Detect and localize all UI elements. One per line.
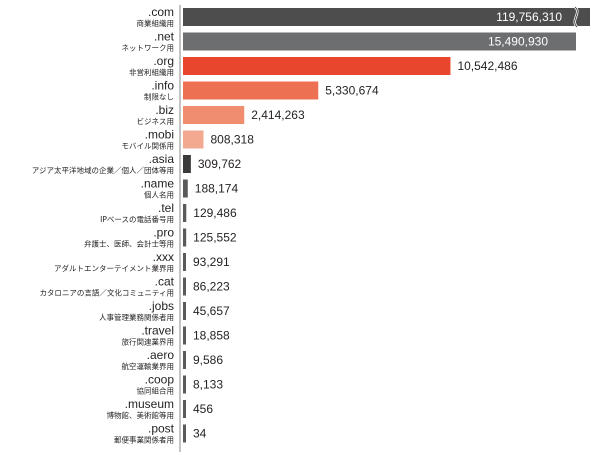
value-label: 129,486 [193,206,237,220]
tld-label: .name [141,177,175,191]
tld-description: 制限なし [144,92,174,102]
tld-label: .post [148,422,175,436]
value-label: 2,414,263 [251,108,305,122]
tld-description: 郵便事業関係者用 [114,435,174,445]
tld-description: 航空運輸業界用 [122,361,175,371]
tld-description: カタロニアの言語／文化コミュニティ用 [39,288,174,298]
value-label: 808,318 [211,133,255,147]
tld-label: .biz [155,103,174,117]
tld-label: .xxx [153,250,174,264]
tld-label: .museum [125,397,174,411]
value-label: 18,858 [193,329,230,343]
bar [183,326,186,345]
value-label: 119,756,310 [496,10,562,24]
bar [183,351,186,369]
bar [183,204,187,222]
tld-description: 協同組合用 [137,386,175,396]
value-label: 93,291 [193,255,230,269]
tld-description: 旅行関連業界用 [122,337,175,347]
tld-description: IPベースの電話番号用 [100,214,174,224]
tld-label: .info [151,79,174,93]
tld-description: アジア太平洋地域の企業／個人／団体等用 [32,165,174,175]
tld-description: 博物館、美術館等用 [107,410,175,420]
tld-label: .tel [158,201,174,215]
tld-label: .coop [145,373,175,387]
value-label: 8,133 [193,378,223,392]
bar [183,106,245,124]
value-label: 309,762 [198,157,242,171]
bar [183,32,576,51]
bar [183,424,186,443]
tld-description: 個人名用 [144,190,174,200]
bar [183,8,590,26]
tld-label: .mobi [145,128,174,142]
value-label: 9,586 [193,353,223,367]
tld-description: 弁護士、医師、会計士等用 [84,239,174,249]
value-label: 188,174 [195,182,239,196]
tld-description: モバイル関係用 [122,142,175,151]
bar [183,228,187,247]
tld-label: .pro [153,226,174,240]
value-label: 34 [193,427,207,441]
bar [183,179,188,198]
tld-description: ビジネス用 [137,117,175,126]
value-label: 86,223 [193,280,230,294]
tld-description: アダルトエンターテイメント業界用 [54,263,174,273]
tld-label: .asia [149,152,175,166]
tld-label: .net [154,30,175,44]
tld-description: 非営利組織用 [129,67,174,77]
value-label: 5,330,674 [325,84,379,98]
value-label: 10,542,486 [457,59,517,73]
bar [183,81,319,100]
value-label: 125,552 [193,231,237,245]
bar [183,130,204,149]
tld-label: .com [148,5,174,19]
axis-break-line [574,6,578,28]
value-label: 45,657 [193,304,230,318]
bar [183,400,186,418]
tld-label: .aero [147,348,175,362]
bar [183,57,451,75]
tld-description: 商業組織用 [137,18,175,28]
tld-label: .org [153,54,174,68]
bar [183,375,186,394]
tld-description: ネットワーク用 [122,44,175,53]
tld-label: .jobs [149,299,174,313]
tld-label: .cat [155,275,175,289]
value-label: 15,490,930 [488,35,548,49]
tld-label: .travel [141,324,174,338]
bar [183,253,186,271]
bar [183,302,186,320]
value-label: 456 [193,402,213,416]
tld-description: 人事管理業務関係者用 [99,312,174,322]
bar [183,277,186,296]
bar [183,155,191,173]
